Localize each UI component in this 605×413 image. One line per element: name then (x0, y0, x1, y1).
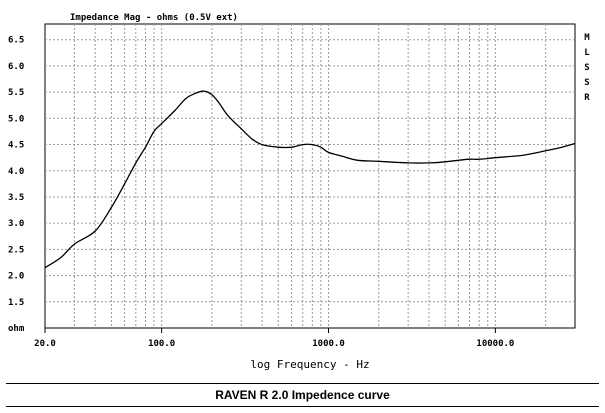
y-tick-label: 5.5 (8, 88, 24, 98)
y-axis-unit-label: ohm (8, 324, 25, 334)
y-tick-label: 3.5 (8, 193, 24, 203)
legend-letter: M (584, 33, 590, 43)
y-tick-label: 3.0 (8, 219, 24, 229)
x-axis-ticks: 20.0 100.0 1000.0 10000.0 (34, 328, 514, 349)
y-tick-label: 6.0 (8, 62, 24, 72)
y-tick-label: 4.5 (8, 141, 24, 151)
chart-caption: RAVEN R 2.0 Impedence curve (6, 383, 599, 407)
impedance-series-line (44, 90, 576, 269)
x-tick-label: 1000.0 (312, 339, 345, 349)
y-tick-label: 6.5 (8, 36, 24, 46)
legend-letter: S (584, 78, 589, 88)
x-tick-label: 10000.0 (476, 339, 514, 349)
x-axis-label: log Frequency - Hz (250, 358, 369, 371)
x-tick-label: 20.0 (34, 339, 56, 349)
y-axis-ticks: 6.5 6.0 5.5 5.0 4.5 4.0 3.5 3.0 2.5 2.0 1.5 ohm (8, 36, 25, 334)
y-tick-label: 2.5 (8, 245, 24, 255)
plot-frame (44, 23, 576, 329)
x-tick-label: 100.0 (148, 339, 175, 349)
chart-title: Impedance Mag - ohms (0.5V ext) (70, 13, 238, 23)
y-tick-label: 2.0 (8, 272, 24, 282)
y-tick-label: 1.5 (8, 298, 24, 308)
y-tick-label: 5.0 (8, 114, 24, 124)
legend-letter: L (584, 48, 590, 58)
y-tick-label: 4.0 (8, 167, 24, 177)
grid (45, 24, 575, 328)
legend-letter: S (584, 63, 589, 73)
legend-letter: R (584, 93, 590, 103)
